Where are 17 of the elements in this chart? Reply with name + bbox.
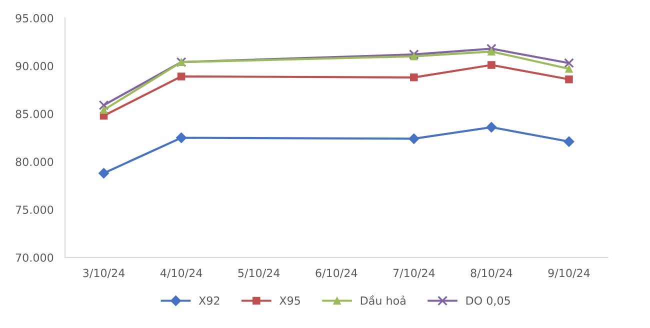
x-tick-label: 5/10/24	[238, 268, 280, 278]
y-tick-label: 85.000	[16, 110, 54, 118]
legend-label: X95	[280, 296, 300, 305]
y-tick-label: 90.000	[16, 62, 54, 70]
legend-label: Dầu hoả	[360, 295, 406, 305]
y-tick-label: 80.000	[16, 158, 54, 166]
y-tick-label: 95.000	[16, 14, 54, 22]
x-tick-label: 8/10/24	[470, 268, 512, 278]
legend-label: DO 0,05	[466, 296, 510, 306]
x-tick-label: 7/10/24	[393, 268, 435, 278]
y-tick-label: 70.000	[16, 253, 54, 262]
x-tick-label: 6/10/24	[316, 268, 358, 278]
x-tick-label: 3/10/24	[83, 268, 125, 278]
legend-label: X92	[198, 296, 220, 305]
x-tick-label: 4/10/24	[160, 268, 202, 278]
y-tick-label: 75.000	[16, 206, 54, 214]
x-tick-label: 9/10/24	[548, 268, 590, 278]
